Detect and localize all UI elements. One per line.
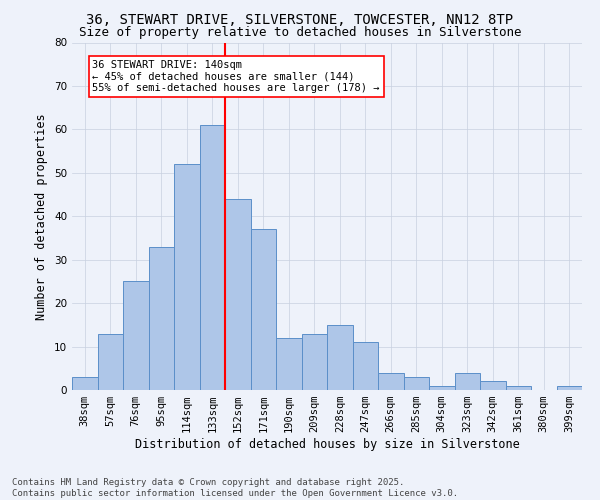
Bar: [353, 342, 378, 390]
Bar: [174, 164, 199, 390]
Bar: [123, 282, 149, 390]
Bar: [251, 230, 276, 390]
Bar: [480, 382, 505, 390]
Bar: [225, 199, 251, 390]
Bar: [404, 377, 429, 390]
Bar: [557, 386, 582, 390]
Bar: [455, 372, 480, 390]
Bar: [97, 334, 123, 390]
Bar: [72, 377, 97, 390]
X-axis label: Distribution of detached houses by size in Silverstone: Distribution of detached houses by size …: [134, 438, 520, 451]
Bar: [149, 246, 174, 390]
Bar: [429, 386, 455, 390]
Bar: [327, 325, 353, 390]
Text: 36 STEWART DRIVE: 140sqm
← 45% of detached houses are smaller (144)
55% of semi-: 36 STEWART DRIVE: 140sqm ← 45% of detach…: [92, 60, 380, 93]
Bar: [276, 338, 302, 390]
Bar: [505, 386, 531, 390]
Text: Size of property relative to detached houses in Silverstone: Size of property relative to detached ho…: [79, 26, 521, 39]
Y-axis label: Number of detached properties: Number of detached properties: [35, 113, 49, 320]
Bar: [378, 372, 404, 390]
Text: 36, STEWART DRIVE, SILVERSTONE, TOWCESTER, NN12 8TP: 36, STEWART DRIVE, SILVERSTONE, TOWCESTE…: [86, 12, 514, 26]
Bar: [302, 334, 327, 390]
Text: Contains HM Land Registry data © Crown copyright and database right 2025.
Contai: Contains HM Land Registry data © Crown c…: [12, 478, 458, 498]
Bar: [199, 125, 225, 390]
